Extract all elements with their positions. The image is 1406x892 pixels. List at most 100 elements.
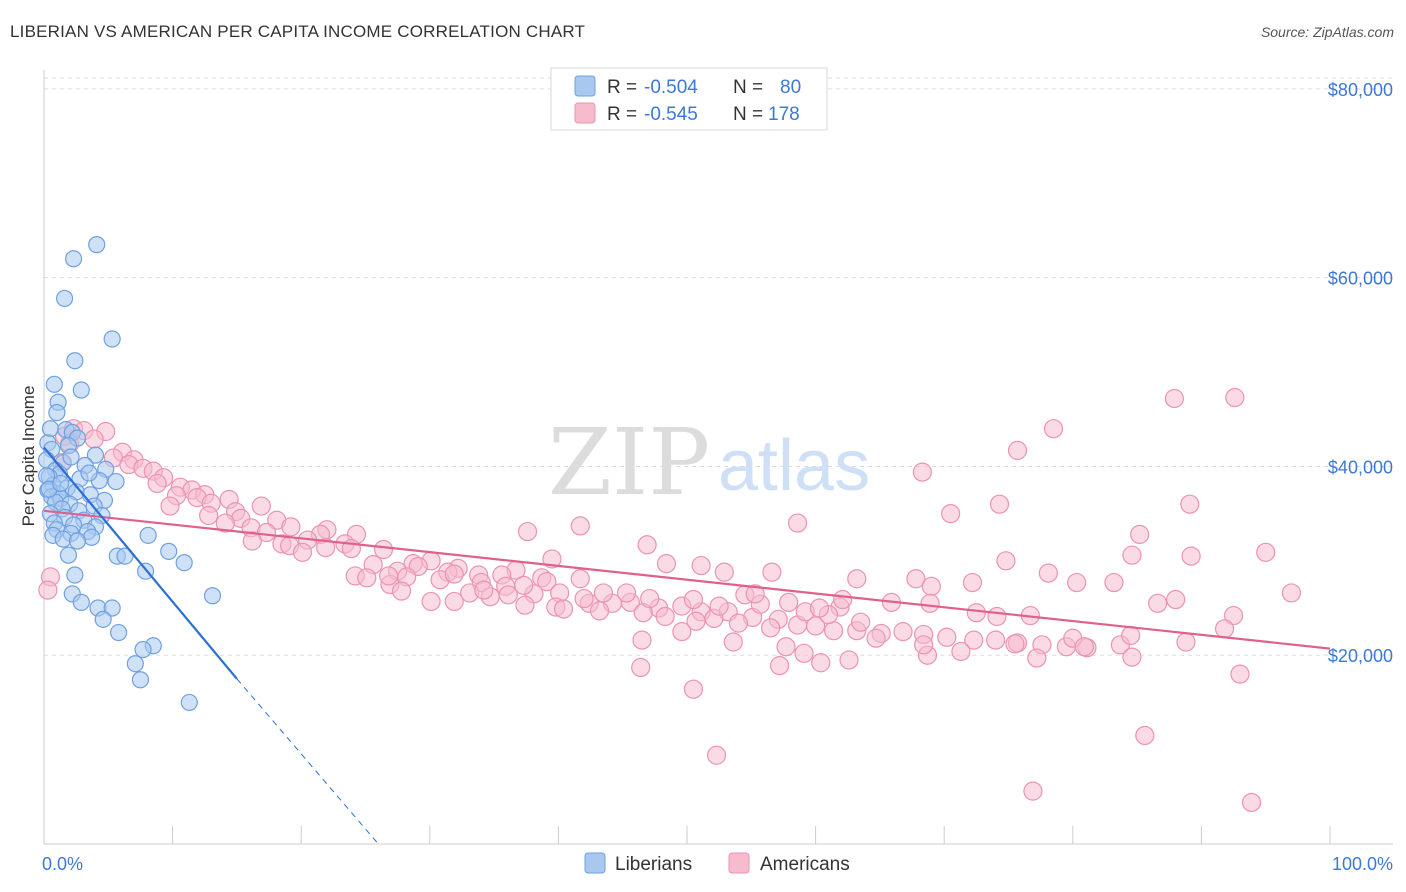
liberian-point [52, 474, 70, 493]
american-point [357, 568, 377, 588]
american-point [147, 473, 167, 494]
american-point [1230, 664, 1250, 684]
american-point [474, 580, 494, 600]
american-point [1164, 388, 1184, 409]
american-point [937, 627, 957, 647]
american-point [515, 595, 535, 615]
american-point [964, 630, 984, 650]
legend-series: Liberians Americans [584, 852, 850, 875]
american-point [683, 679, 704, 699]
american-point [251, 496, 271, 516]
liberian-point [80, 464, 98, 482]
american-point [444, 591, 464, 612]
source-credit: Source: ZipAtlas.com [1260, 24, 1394, 40]
american-point [912, 462, 932, 482]
liberian-point [82, 528, 101, 546]
american-point [906, 569, 926, 589]
american-point [589, 601, 610, 621]
liberian-point [55, 289, 74, 308]
american-point [514, 575, 534, 595]
american-point [762, 562, 782, 582]
liberian-point [72, 593, 90, 611]
american-point [1225, 387, 1245, 408]
american-point [281, 517, 301, 537]
american-point [574, 588, 594, 609]
american-point [84, 429, 104, 449]
legend-r-label-2: R = [607, 104, 637, 125]
american-point [745, 584, 765, 604]
american-point [691, 555, 711, 576]
y-tick-label: $20,000 [1328, 646, 1393, 666]
american-point [989, 494, 1010, 514]
american-point [811, 653, 831, 673]
american-point [593, 583, 614, 603]
american-point [292, 542, 313, 562]
american-point [1043, 419, 1064, 439]
liberian-point [48, 404, 66, 422]
liberian-point [116, 547, 134, 565]
watermark-atlas: atlas [718, 426, 870, 506]
x-tick-max: 100.0% [1332, 854, 1393, 874]
liberian-point [72, 381, 90, 399]
american-point [199, 505, 219, 526]
chart-title: LIBERIAN VS AMERICAN PER CAPITA INCOME C… [10, 22, 586, 41]
liberian-point [160, 542, 178, 560]
american-point [839, 650, 859, 670]
liberian-point [68, 532, 87, 550]
american-point [1214, 619, 1235, 639]
american-point [1281, 583, 1302, 603]
american-point [1256, 542, 1276, 562]
american-point [951, 641, 971, 662]
liberian-point [94, 610, 112, 628]
american-point [1104, 572, 1124, 593]
y-tick-label: $60,000 [1328, 269, 1393, 289]
american-point [215, 513, 235, 533]
watermark-zip: ZIP [548, 409, 710, 516]
liberian-point [59, 546, 78, 564]
american-point [553, 599, 574, 619]
american-point [672, 622, 692, 642]
american-point [1135, 725, 1155, 746]
american-point [1007, 440, 1028, 460]
american-point [1122, 647, 1142, 667]
legend-bottom-swatch-americans [728, 852, 750, 874]
liberian-point [109, 623, 128, 642]
american-point [640, 588, 660, 609]
american-point [1241, 792, 1262, 813]
american-point [769, 656, 790, 676]
watermark: ZIP atlas [548, 409, 870, 516]
legend-bottom-swatch-liberians [584, 852, 606, 874]
american-point [1074, 637, 1094, 657]
american-point [776, 637, 796, 657]
liberian-point [86, 446, 105, 464]
american-point [256, 522, 277, 543]
liberian-point [175, 554, 193, 572]
american-point [1176, 632, 1196, 652]
liberian-point [62, 448, 80, 466]
american-point [1027, 648, 1047, 668]
american-point [1223, 605, 1244, 626]
legend-n-value-2: 178 [768, 104, 800, 125]
liberians-trend-line [43, 446, 238, 680]
american-point [242, 531, 262, 551]
american-point [966, 603, 986, 623]
american-point [683, 589, 704, 610]
american-point [1122, 545, 1142, 565]
liberian-point [180, 693, 198, 712]
y-tick-label: $40,000 [1328, 457, 1393, 477]
american-point [866, 628, 886, 648]
american-point [914, 635, 934, 655]
liberian-point [134, 640, 152, 659]
american-point [893, 622, 913, 642]
american-point [421, 591, 441, 612]
american-point [1023, 781, 1043, 801]
liberian-point [203, 587, 222, 605]
american-point [160, 496, 180, 516]
legend-bottom-liberians: Liberians [615, 854, 692, 875]
liberian-point [126, 655, 144, 673]
american-point [379, 566, 399, 586]
liberian-point [66, 566, 84, 584]
american-point [570, 516, 590, 536]
american-point [760, 618, 781, 638]
y-tick-labels: $20,000 $40,000 $60,000 $80,000 [1328, 80, 1393, 666]
